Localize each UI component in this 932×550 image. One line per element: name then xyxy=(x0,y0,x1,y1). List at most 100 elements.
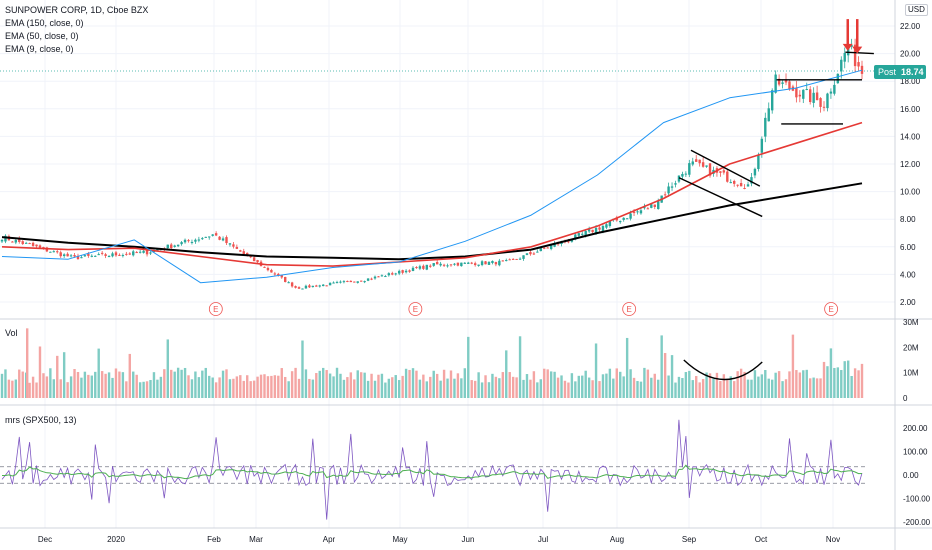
candle-body xyxy=(135,252,138,254)
mrs-axis-tick: -100.00 xyxy=(903,495,931,504)
volume-bar xyxy=(218,377,221,398)
volume-bar xyxy=(688,370,691,398)
volume-bar xyxy=(366,380,370,398)
volume-bar xyxy=(4,369,7,398)
candle-body xyxy=(301,288,304,290)
volume-bar xyxy=(439,380,442,398)
candle-body xyxy=(808,89,812,103)
volume-bar xyxy=(708,373,712,398)
volume-bar xyxy=(822,361,826,398)
candle-body xyxy=(587,229,591,232)
volume-bar xyxy=(477,372,480,398)
earnings-marker-label: E xyxy=(627,305,632,314)
candle-body xyxy=(322,284,325,287)
volume-bar xyxy=(425,381,429,398)
volume-bar xyxy=(805,369,808,398)
earnings-marker-label: E xyxy=(413,305,418,314)
candle-body xyxy=(294,286,297,288)
candle-body xyxy=(138,251,142,253)
volume-bar xyxy=(442,369,446,398)
volume-bar xyxy=(629,369,632,398)
candle-body xyxy=(511,258,515,260)
volume-bar xyxy=(204,367,207,398)
volume-bar xyxy=(753,370,757,398)
axes-labels: 2.00 4.00 6.00 8.00 10.00 12.00 14.00 16.00 18.0… xyxy=(38,22,931,544)
volume-bar xyxy=(97,348,100,398)
volume-bar xyxy=(719,381,722,398)
candle-body xyxy=(739,183,743,187)
candle-body xyxy=(297,287,301,289)
breakout-level-line xyxy=(845,51,874,55)
candle-body xyxy=(508,259,511,261)
time-axis-tick: Dec xyxy=(38,535,52,544)
volume-bar xyxy=(639,381,643,398)
candle-body xyxy=(636,211,639,213)
candle-body xyxy=(663,194,667,196)
legend-ema150: EMA (150, close, 0) xyxy=(5,18,84,28)
time-axis-tick: Oct xyxy=(755,535,768,544)
candle-body xyxy=(366,278,370,281)
candle-body xyxy=(819,98,822,107)
candle-body xyxy=(629,213,632,219)
candle-body xyxy=(815,92,819,101)
candle-body xyxy=(767,108,770,122)
candle-body xyxy=(111,253,114,257)
candle-body xyxy=(684,173,688,175)
candle-body xyxy=(619,220,622,223)
volume-bar xyxy=(190,379,194,398)
gridlines xyxy=(0,0,895,528)
legend-title: SUNPOWER CORP, 1D, Cboe BZX xyxy=(5,5,149,15)
volume-bar xyxy=(663,353,667,398)
price-tag-label: Post xyxy=(878,67,897,77)
candle-body xyxy=(622,217,625,220)
candle-body xyxy=(404,270,408,273)
time-axis-tick: 2020 xyxy=(107,535,125,544)
volume-bar xyxy=(69,376,73,398)
candle-body xyxy=(760,138,764,153)
candle-body xyxy=(394,273,397,275)
volume-bar xyxy=(35,382,38,398)
candle-body xyxy=(249,256,252,258)
earnings-marker xyxy=(208,302,223,316)
price-axis-tick: 14.00 xyxy=(900,132,921,141)
candle-body xyxy=(591,229,594,233)
candle-body xyxy=(473,263,477,266)
volume-bar xyxy=(76,372,80,398)
candle-body xyxy=(170,244,173,249)
candle-body xyxy=(435,261,439,265)
volume-bar xyxy=(256,376,259,398)
red-arrow-head xyxy=(852,46,863,54)
time-axis-tick: Jun xyxy=(462,535,475,544)
candle-body xyxy=(356,281,359,283)
volume-bar xyxy=(246,375,249,398)
volume-bar xyxy=(473,380,477,398)
volume-bar xyxy=(221,370,225,398)
candle-body xyxy=(335,282,339,284)
candle-body xyxy=(646,208,650,210)
candle-body xyxy=(49,251,52,253)
volume-bar xyxy=(304,369,308,398)
candle-body xyxy=(14,239,18,243)
volume-bar xyxy=(339,373,342,398)
volume-bar xyxy=(176,367,180,398)
volume-bar xyxy=(467,336,470,398)
volume-bar xyxy=(536,382,539,398)
volume-bar xyxy=(211,377,214,398)
candle-body xyxy=(543,247,546,249)
candle-body xyxy=(487,261,491,265)
candle-body xyxy=(373,276,377,279)
volume-bar xyxy=(636,381,639,398)
volume-bar xyxy=(201,370,204,398)
volume-bar xyxy=(622,376,625,398)
candle-body xyxy=(549,245,553,250)
candle-body xyxy=(263,266,266,268)
volume-bar xyxy=(138,382,142,398)
volume-bar xyxy=(681,378,684,398)
volume-bar xyxy=(612,378,615,398)
volume-axis-tick: 20M xyxy=(903,343,919,352)
price-axis-tick: 20.00 xyxy=(900,50,921,59)
candle-body xyxy=(218,236,221,240)
volume-bar xyxy=(777,371,781,398)
volume-bar xyxy=(11,380,14,398)
